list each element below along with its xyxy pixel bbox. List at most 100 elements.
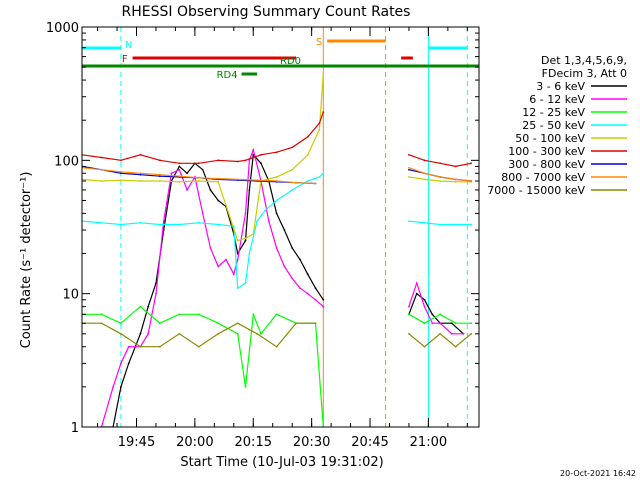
data-point [217,199,220,202]
data-point [306,135,309,138]
chart-title: RHESSI Observing Summary Count Rates [122,4,411,20]
x-tick-label-3: 20:30 [293,435,330,450]
data-point [170,172,173,175]
data-point [470,162,473,165]
data-point [291,189,294,191]
data-point [197,180,200,182]
y-tick-label-0: 1 [71,421,79,436]
data-point [275,313,278,316]
data-point [197,221,200,224]
data-point [470,223,473,226]
data-point [423,322,426,325]
legend-label-7: 800 - 7000 keV [501,171,585,184]
data-point [155,282,157,285]
data-point [291,168,294,171]
data-point [454,322,457,325]
data-point [244,239,247,242]
data-point [100,221,103,224]
data-point [244,237,247,240]
data-point [423,345,426,348]
data-point [178,223,181,226]
data-point [232,273,235,276]
data-point [252,153,255,156]
data-point [209,189,212,191]
data-point [252,156,255,159]
data-point [147,305,150,308]
data-point [209,247,212,249]
legend-label-5: 100 - 300 keV [508,145,585,158]
data-point [178,313,181,316]
data-point [470,322,473,325]
data-point [139,180,142,182]
data-point [147,332,150,335]
y-tick-label-3: 1000 [46,21,79,36]
data-point [423,172,426,175]
data-point [178,175,181,178]
data-point [260,162,262,165]
data-point [158,223,161,226]
data-point [314,322,317,325]
status-band-label-6: RD4 [217,70,238,81]
data-point [260,332,262,335]
data-point [197,345,200,348]
data-point [306,153,309,156]
data-point [408,220,410,223]
data-point [139,305,142,308]
data-point [236,239,239,242]
data-point [322,305,325,308]
data-point [197,176,200,179]
data-point [139,332,142,335]
data-point [256,220,259,223]
data-point [462,332,465,335]
data-point [275,345,278,348]
data-point [217,159,220,162]
data-point [291,146,294,149]
data-point [217,322,220,325]
data-point [120,362,122,365]
y-tick-label-1: 10 [62,288,79,303]
data-point [120,332,122,335]
data-point [283,229,286,231]
plot-frame [81,26,480,428]
data-point [139,172,142,175]
data-point [100,322,103,325]
data-point [415,282,418,285]
data-point [408,313,410,316]
data-point [100,168,103,171]
y-tick-label-2: 100 [54,154,79,169]
data-point [120,170,122,173]
data-point [275,212,278,215]
data-point [291,277,294,280]
data-point [439,176,441,178]
data-point [112,385,115,388]
data-point [158,159,161,162]
data-point [439,332,441,335]
data-point [201,212,204,215]
data-point [450,322,453,325]
data-point [236,332,239,335]
x-tick-label-0: 19:45 [118,435,155,450]
data-point [248,252,251,255]
data-point [236,160,239,163]
data-point [306,292,309,295]
legend-label-0: 3 - 6 keV [536,80,585,93]
data-point [120,223,122,226]
data-point [197,313,200,316]
data-point [408,168,410,171]
data-point [306,273,309,276]
data-point [252,233,255,235]
data-point [158,345,161,348]
data-point [322,111,325,114]
data-point [155,292,157,295]
x-tick-label-1: 20:00 [176,435,213,450]
data-point [454,223,457,226]
legend-label-1: 6 - 12 keV [529,93,585,106]
x-tick-label-4: 20:45 [351,435,388,450]
series-line-1-0 [100,147,324,427]
data-point [408,332,410,335]
data-point [158,180,161,182]
data-point [408,305,410,308]
data-point [186,172,188,175]
